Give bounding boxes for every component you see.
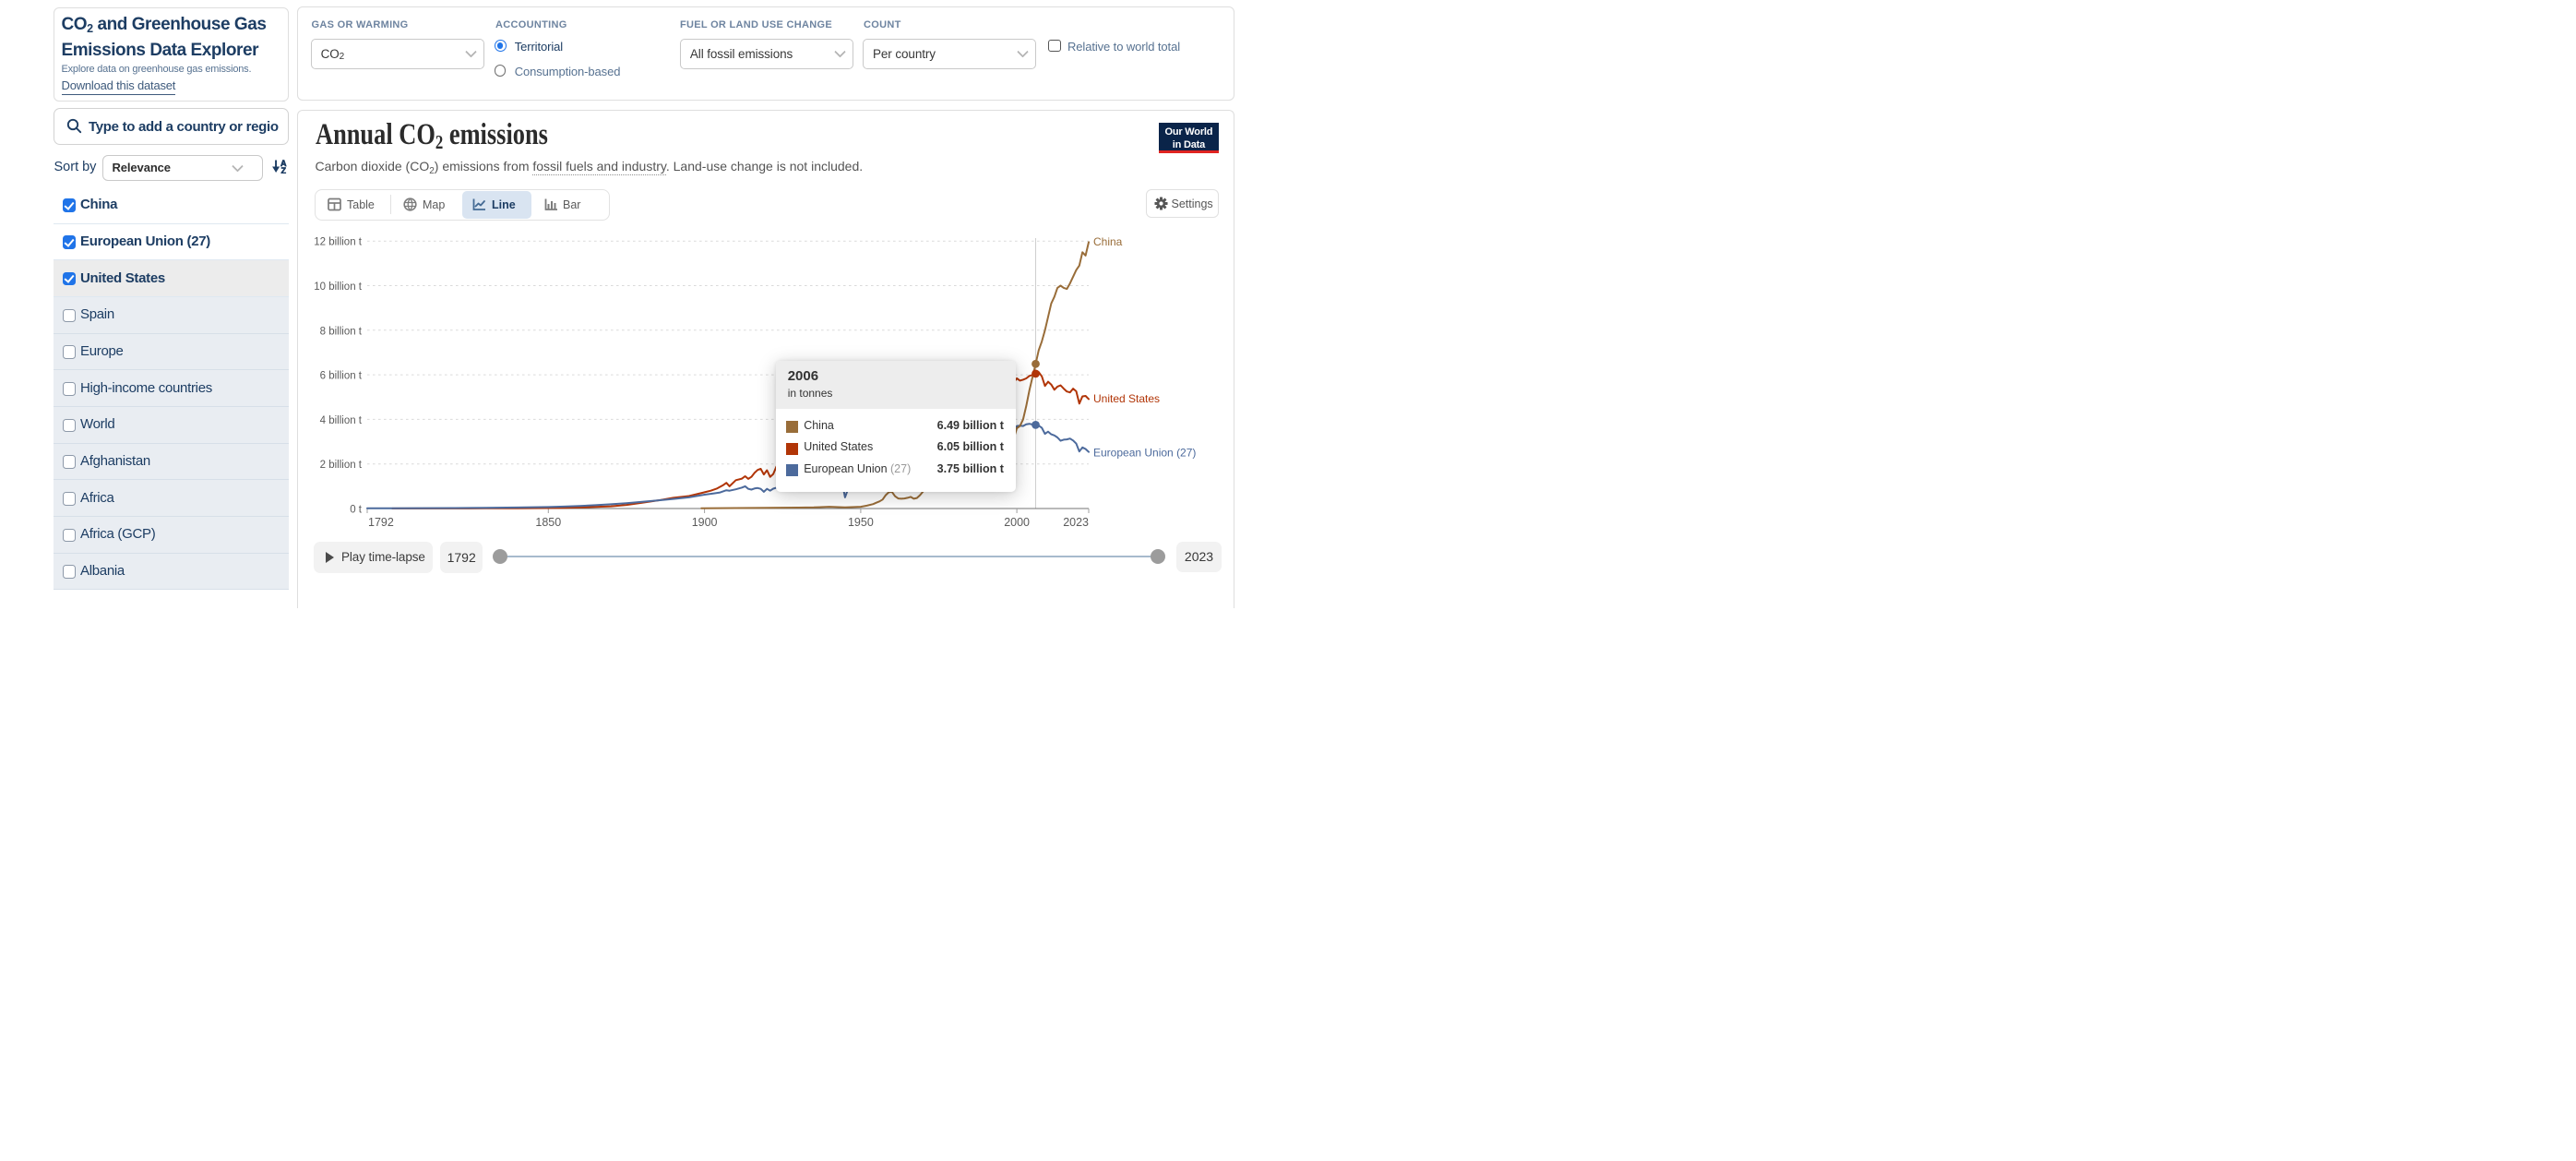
svg-text:2 billion t: 2 billion t xyxy=(320,460,363,471)
svg-text:United States: United States xyxy=(1093,392,1160,405)
svg-text:European Union (27): European Union (27) xyxy=(1093,447,1196,460)
svg-text:6 billion t: 6 billion t xyxy=(320,371,363,382)
svg-text:A: A xyxy=(280,160,287,168)
svg-text:12 billion t: 12 billion t xyxy=(314,237,363,248)
svg-text:1900: 1900 xyxy=(692,516,718,529)
svg-text:Z: Z xyxy=(280,166,286,174)
svg-text:1850: 1850 xyxy=(535,516,561,529)
svg-text:2000: 2000 xyxy=(1004,516,1030,529)
svg-text:0 t: 0 t xyxy=(350,505,363,516)
svg-text:1792: 1792 xyxy=(368,516,394,529)
svg-text:China: China xyxy=(1093,235,1123,248)
svg-text:4 billion t: 4 billion t xyxy=(320,415,363,426)
svg-text:8 billion t: 8 billion t xyxy=(320,326,363,337)
svg-text:1950: 1950 xyxy=(848,516,874,529)
svg-text:2023: 2023 xyxy=(1063,516,1089,529)
svg-text:10 billion t: 10 billion t xyxy=(314,281,363,293)
